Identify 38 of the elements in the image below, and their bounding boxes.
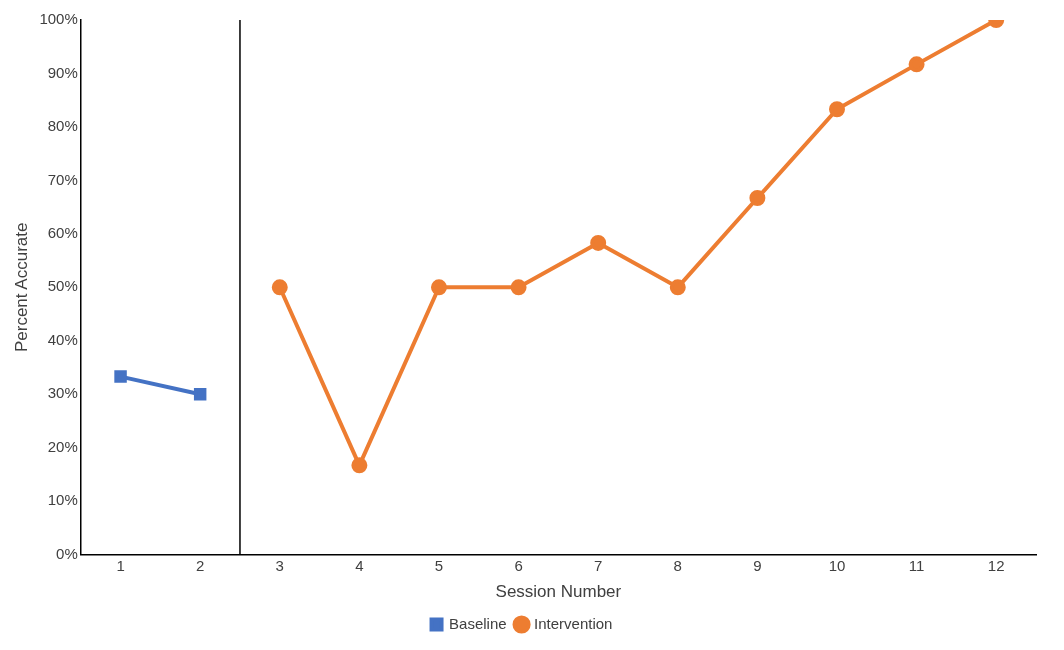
point: [828, 101, 845, 118]
x-tick-label: 11: [908, 556, 925, 574]
y-tick-label: 90%: [47, 63, 78, 81]
y-tick-label: 10%: [47, 491, 78, 509]
point: [351, 457, 368, 474]
point: [114, 370, 127, 383]
point: [510, 279, 527, 296]
point: [908, 56, 925, 73]
x-tick-label: 1: [116, 556, 125, 574]
y-tick-label: 60%: [47, 223, 78, 241]
legend-label: Baseline: [449, 614, 507, 632]
x-tick-label: 6: [514, 556, 523, 574]
y-tick-label: 30%: [47, 384, 78, 402]
x-tick-label: 2: [196, 556, 205, 574]
x-axis-title: Session Number: [495, 582, 622, 602]
x-tick-label: 10: [828, 556, 846, 574]
x-tick-label: 5: [434, 556, 444, 574]
point: [193, 387, 207, 401]
y-tick-label: 70%: [47, 170, 78, 188]
y-tick-label: 80%: [47, 117, 78, 135]
x-tick-label: 12: [987, 556, 1005, 574]
legend-label: Intervention: [534, 614, 613, 632]
point: [669, 279, 686, 296]
y-tick-label: 0%: [56, 544, 78, 562]
y-axis-title: Percent Accurate: [11, 222, 31, 353]
point: [430, 279, 447, 296]
point: [749, 190, 766, 207]
x-tick-label: 8: [673, 556, 682, 574]
y-tick-label: 50%: [47, 277, 78, 295]
x-tick-label: 7: [594, 556, 603, 574]
y-tick-label: 40%: [47, 330, 78, 348]
x-tick-label: 3: [275, 556, 284, 574]
x-tick-label: 9: [753, 556, 762, 574]
x-tick-label: 4: [355, 556, 364, 574]
y-tick-label: 20%: [47, 437, 78, 455]
point: [271, 279, 288, 296]
y-tick-label: 100%: [39, 10, 78, 28]
point: [590, 234, 607, 251]
